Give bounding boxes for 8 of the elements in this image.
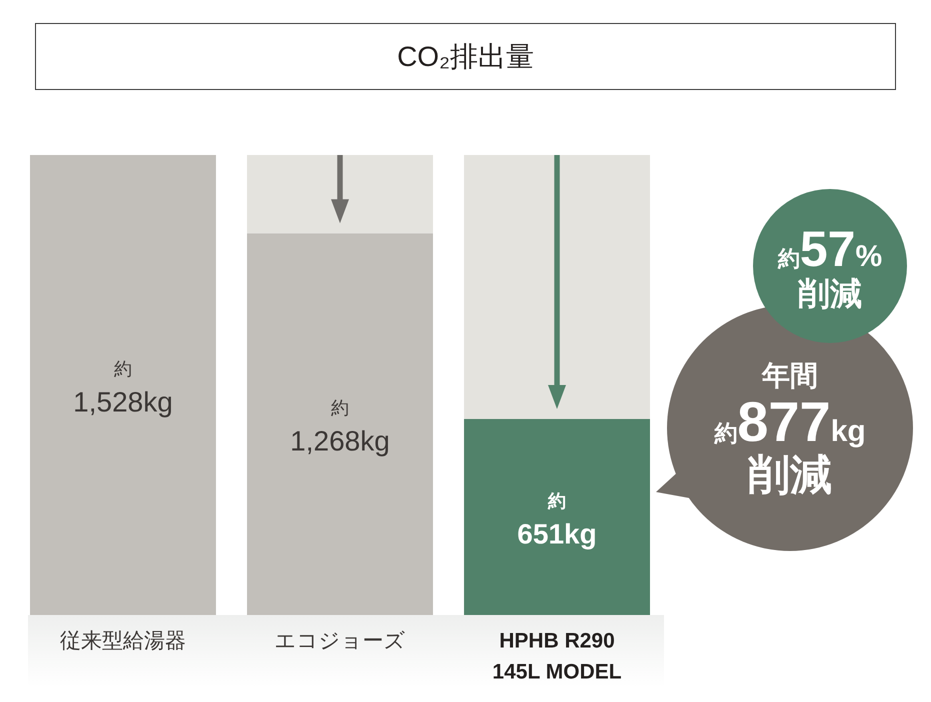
text: 年間約877kg削減	[714, 360, 866, 498]
text: 約57%削減	[776, 221, 882, 312]
data-label: 約1,528kg	[73, 358, 173, 418]
data-label: 約1,268kg	[290, 398, 390, 457]
x-tick-label: エコジョーズ	[274, 630, 406, 652]
x-tick-label: HPHB R290 145L MODEL	[492, 630, 622, 684]
x-tick-label: 従来型給湯器	[60, 630, 186, 652]
data-label: 約651kg	[517, 490, 597, 550]
